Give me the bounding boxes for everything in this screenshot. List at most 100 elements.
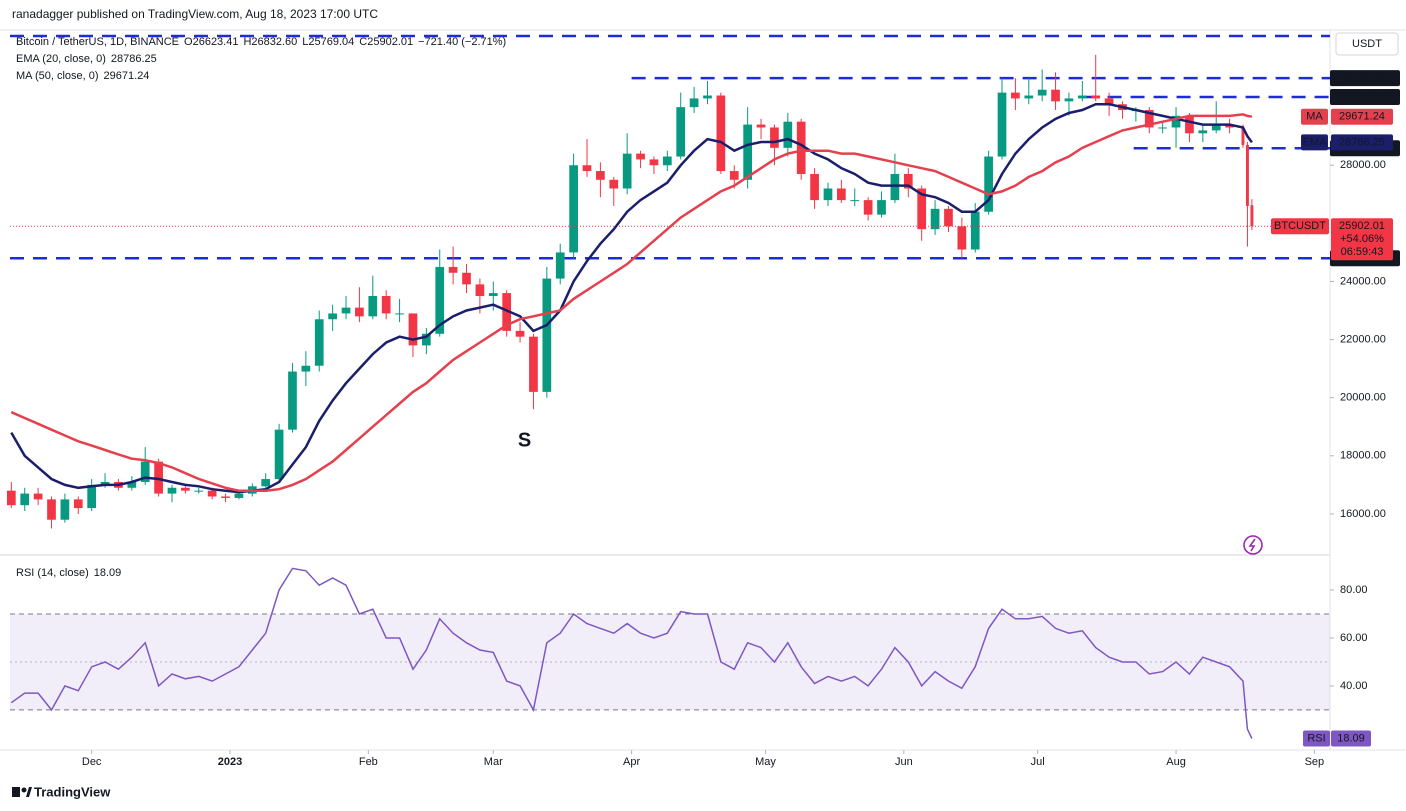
y-tick-label: 28000.00	[1340, 159, 1386, 171]
candle-body	[194, 490, 204, 492]
x-tick-label: Jul	[1031, 756, 1045, 768]
x-tick-label: Feb	[359, 756, 378, 768]
alert-icon[interactable]	[1243, 535, 1263, 555]
candle-body	[596, 171, 605, 180]
candle-body	[515, 330, 525, 337]
candle-body	[796, 121, 806, 174]
x-tick-label: Dec	[82, 756, 102, 768]
annotation: S	[518, 430, 531, 452]
y-tick-label: 60.00	[1340, 632, 1368, 644]
indicator-value: 29671.24	[104, 70, 150, 82]
x-tick-label: Mar	[484, 756, 503, 768]
candle-body	[997, 92, 1007, 157]
last-price: 25902.01	[1339, 220, 1385, 232]
candle-body	[395, 313, 404, 315]
candle-body	[140, 461, 150, 482]
candle-body	[234, 493, 244, 498]
currency[interactable]: USDT	[1352, 38, 1382, 50]
candle-body	[488, 293, 498, 297]
y-tick-label: 40.00	[1340, 680, 1368, 692]
candle-body	[944, 208, 953, 227]
candle-body	[288, 371, 297, 430]
indicator-value: 18.09	[94, 567, 122, 579]
candle-body	[703, 95, 712, 99]
candle-body	[609, 179, 619, 189]
candle-body	[448, 266, 458, 273]
candle-body	[1011, 92, 1020, 99]
series-tag-name: EMA	[1303, 136, 1328, 148]
candle-body	[1211, 124, 1221, 131]
candle-body	[810, 173, 819, 201]
brand: TradingView	[34, 784, 111, 799]
level-label-box	[1330, 88, 1400, 105]
rsi-tag-value: 18.09	[1337, 732, 1365, 744]
candle-body	[167, 487, 177, 494]
change: +54.06%	[1340, 233, 1384, 245]
indicator-value: 28786.25	[111, 53, 157, 65]
x-tick-label: Apr	[623, 756, 640, 768]
candle-body	[100, 481, 110, 485]
level-label-box	[1330, 70, 1400, 87]
candle-body	[1051, 89, 1060, 102]
candle-body	[408, 313, 418, 346]
x-tick-label: 2023	[218, 756, 242, 768]
symbol-tag: BTCUSDT	[1274, 220, 1326, 232]
candle-body	[20, 493, 30, 506]
candle-body	[87, 484, 97, 509]
rsi-tag-name: RSI	[1307, 732, 1325, 744]
candle-body	[676, 107, 686, 157]
candle-body	[1104, 98, 1114, 105]
candle-body	[823, 188, 833, 201]
candle-body	[622, 153, 632, 189]
countdown: 06:59:43	[1341, 246, 1384, 258]
candle-body	[73, 499, 83, 509]
candle-body	[1091, 95, 1101, 99]
candle-body	[1225, 124, 1234, 128]
candle-body	[1077, 95, 1087, 99]
candle-body	[863, 200, 873, 215]
rsi-tag-name-box	[1303, 730, 1330, 747]
ohlc-value: C25902.01	[359, 36, 413, 48]
ohlc-value: L25769.04	[302, 36, 354, 48]
symbol-tag-box	[1271, 218, 1329, 235]
series-tag-name-box	[1301, 108, 1328, 125]
candle-body	[555, 252, 565, 279]
candle-body	[582, 165, 592, 172]
candle-body	[662, 156, 672, 166]
candle-body	[341, 307, 351, 314]
ohlc-value: O26623.41	[184, 36, 238, 48]
x-tick-label: Jun	[895, 756, 913, 768]
currency-button[interactable]	[1335, 32, 1399, 56]
candle-body	[355, 307, 364, 317]
candle-body	[154, 461, 163, 494]
candle-body	[301, 365, 311, 372]
logo	[12, 787, 32, 797]
candle-body	[970, 211, 980, 250]
candle-body	[877, 200, 886, 215]
y-tick-label: 80.00	[1340, 584, 1368, 596]
candle-body	[475, 284, 485, 297]
candle-body	[890, 173, 900, 201]
candle-body	[261, 479, 271, 487]
candle-body	[1171, 115, 1181, 128]
candle-body	[328, 313, 337, 320]
candle-body	[1250, 205, 1254, 227]
candle-body	[314, 319, 324, 366]
candle-body	[529, 336, 538, 392]
moving-average-line	[10, 102, 1253, 494]
candle-body	[1144, 110, 1154, 128]
x-tick-label: May	[755, 756, 776, 768]
ohlc-value: H26832.60	[243, 36, 297, 48]
indicator-name: EMA (20, close, 0)	[16, 53, 106, 65]
candle-body	[127, 481, 137, 488]
candle-body	[783, 121, 793, 148]
candle-body	[917, 188, 927, 230]
candle-body	[1024, 95, 1034, 99]
candle-body	[1158, 127, 1168, 129]
candle-body	[60, 499, 70, 520]
x-tick-label: Sep	[1305, 756, 1325, 768]
candle-body	[542, 278, 552, 392]
candle-body	[930, 208, 940, 230]
